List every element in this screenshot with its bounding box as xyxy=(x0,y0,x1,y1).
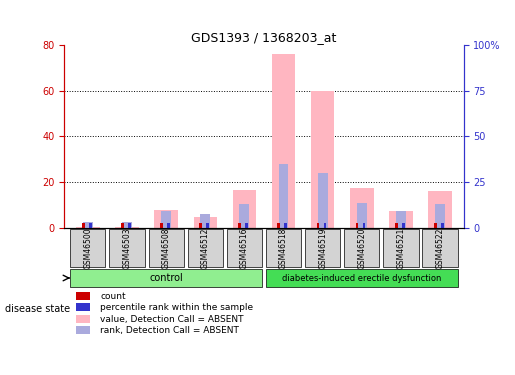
Bar xyxy=(278,224,280,228)
Text: control: control xyxy=(149,273,183,283)
Bar xyxy=(279,164,288,228)
Bar xyxy=(76,303,90,311)
Text: GSM46522: GSM46522 xyxy=(436,227,444,268)
FancyBboxPatch shape xyxy=(383,229,419,267)
Bar xyxy=(239,204,249,228)
Bar xyxy=(311,91,334,228)
Bar xyxy=(76,292,90,300)
Bar xyxy=(395,224,398,228)
Bar xyxy=(83,222,93,228)
Text: GSM46520: GSM46520 xyxy=(357,227,366,269)
Text: percentile rank within the sample: percentile rank within the sample xyxy=(100,303,253,312)
FancyBboxPatch shape xyxy=(305,229,340,267)
Bar xyxy=(161,211,171,228)
Bar xyxy=(389,211,413,228)
Bar xyxy=(76,227,99,228)
Bar xyxy=(76,326,90,334)
Text: GSM46516: GSM46516 xyxy=(240,227,249,269)
Text: disease state: disease state xyxy=(5,304,70,314)
Text: GSM46500: GSM46500 xyxy=(83,227,92,269)
Bar xyxy=(199,224,202,228)
Bar xyxy=(402,224,405,228)
Text: GSM46503: GSM46503 xyxy=(123,227,131,269)
FancyBboxPatch shape xyxy=(266,229,301,267)
Bar xyxy=(82,224,84,228)
Bar xyxy=(122,222,132,228)
Bar xyxy=(194,216,217,228)
Bar xyxy=(272,54,295,228)
Bar xyxy=(128,224,131,228)
Bar xyxy=(323,224,327,228)
Bar xyxy=(428,191,452,228)
Bar xyxy=(115,227,139,228)
FancyBboxPatch shape xyxy=(187,229,223,267)
Bar xyxy=(441,224,444,228)
FancyBboxPatch shape xyxy=(70,269,262,287)
Bar xyxy=(435,204,445,228)
Bar xyxy=(200,214,210,228)
FancyBboxPatch shape xyxy=(227,229,262,267)
Bar xyxy=(154,210,178,228)
FancyBboxPatch shape xyxy=(70,229,106,267)
Bar xyxy=(284,224,287,228)
Text: GSM46518: GSM46518 xyxy=(279,227,288,268)
Bar xyxy=(357,203,367,228)
FancyBboxPatch shape xyxy=(148,229,184,267)
Bar xyxy=(245,224,248,228)
Bar xyxy=(121,224,124,228)
Bar xyxy=(434,224,437,228)
Bar xyxy=(356,224,358,228)
Text: GSM46512: GSM46512 xyxy=(201,227,210,268)
Text: count: count xyxy=(100,292,126,301)
FancyBboxPatch shape xyxy=(266,269,458,287)
FancyBboxPatch shape xyxy=(344,229,380,267)
Bar xyxy=(76,315,90,323)
Text: GSM46519: GSM46519 xyxy=(318,227,327,269)
Text: rank, Detection Call = ABSENT: rank, Detection Call = ABSENT xyxy=(100,326,239,335)
Bar xyxy=(350,188,373,228)
Bar xyxy=(317,224,319,228)
FancyBboxPatch shape xyxy=(422,229,458,267)
Bar xyxy=(167,224,170,228)
Bar xyxy=(206,224,209,228)
Text: GSM46508: GSM46508 xyxy=(162,227,170,269)
Bar xyxy=(318,173,328,228)
Bar xyxy=(160,224,163,228)
Bar xyxy=(89,224,92,228)
Bar xyxy=(238,224,241,228)
FancyBboxPatch shape xyxy=(109,229,145,267)
Title: GDS1393 / 1368203_at: GDS1393 / 1368203_at xyxy=(191,31,337,44)
Text: diabetes-induced erectile dysfunction: diabetes-induced erectile dysfunction xyxy=(282,273,441,282)
Bar xyxy=(363,224,366,228)
Bar xyxy=(396,211,406,228)
Text: value, Detection Call = ABSENT: value, Detection Call = ABSENT xyxy=(100,315,244,324)
Bar xyxy=(233,190,256,228)
Text: GSM46521: GSM46521 xyxy=(397,227,405,268)
